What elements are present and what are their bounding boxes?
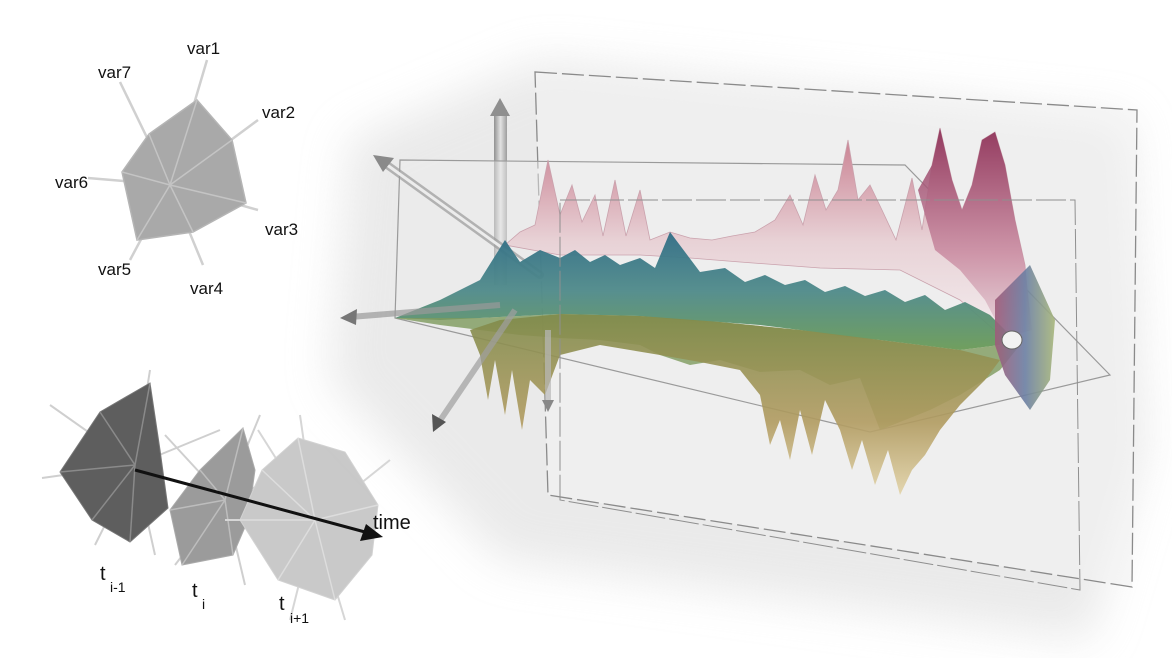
glyph-t-current-polygon [169, 427, 256, 566]
glyph-t-current-label: t [192, 580, 198, 602]
radar-label-var2: var2 [262, 103, 295, 122]
surface-right-cone [995, 265, 1055, 410]
glyph-t-current-subscript: i [202, 596, 205, 612]
axis-vertical-down [542, 330, 554, 412]
axis-diagonal-lower [432, 308, 518, 432]
radar-label-var3: var3 [265, 220, 298, 239]
radar-label-var4: var4 [190, 279, 223, 298]
glyph-t-prev [41, 369, 221, 556]
radar-label-var6: var6 [55, 173, 88, 192]
time-arrow [134, 468, 383, 541]
surface-band [395, 232, 1005, 350]
front-plane [559, 199, 1081, 591]
glyph-t-prev-label: t [100, 563, 106, 585]
glyph-t-prev-polygon [59, 382, 169, 543]
axis-horizontal-left [340, 302, 501, 325]
glyph-t-next-subscript: i+1 [290, 610, 309, 626]
glyph-t-current [164, 414, 301, 586]
surface-right-peaks [918, 128, 1032, 338]
surface-lower-spikes [470, 314, 1000, 495]
surface-focal-point [1001, 330, 1023, 350]
glyph-t-next-label: t [279, 593, 285, 615]
glyph-t-next-polygon [239, 437, 379, 601]
radar-label-var7: var7 [98, 63, 131, 82]
surface-3d-view [330, 60, 1145, 640]
radar-polygon [121, 98, 247, 241]
glyph-t-prev-subscript: i-1 [110, 579, 126, 595]
time-arrow-label: time [373, 512, 411, 534]
radar-label-var5: var5 [98, 260, 131, 279]
radar-glyph: var1 var2 var3 var4 var5 var6 var7 [55, 39, 298, 298]
glyph-time-series: time t i-1 t i t i+1 [41, 369, 411, 626]
glyph-t-next [225, 414, 391, 621]
radar-inner-spokes [121, 99, 247, 241]
radar-label-var1: var1 [187, 39, 220, 58]
